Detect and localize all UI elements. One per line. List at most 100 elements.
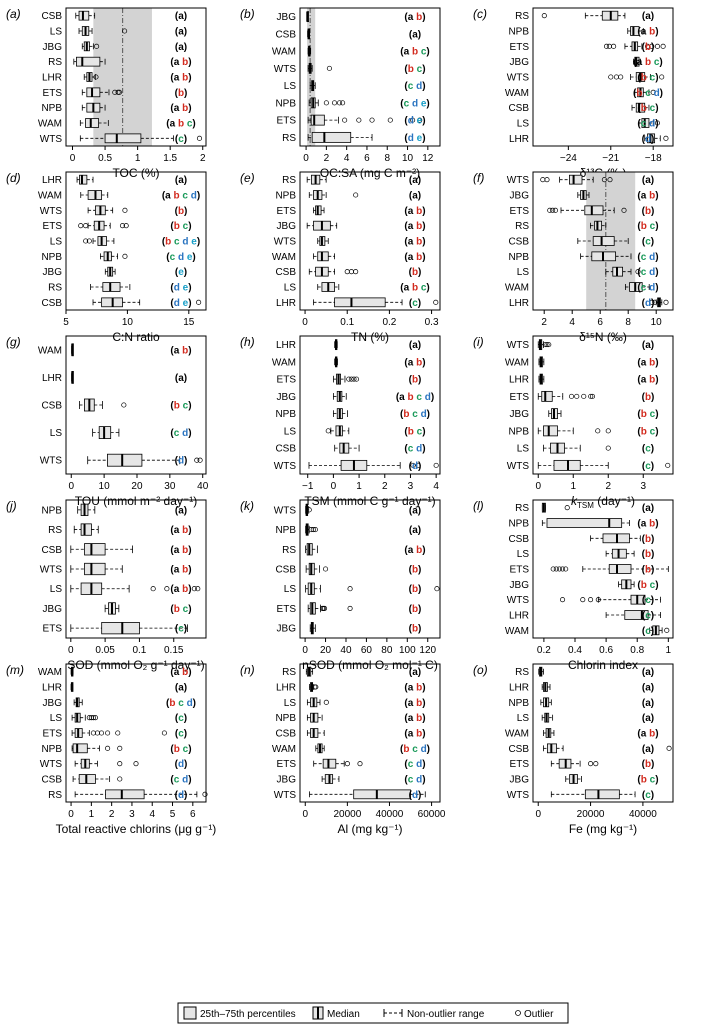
site-row-ls: LS (c d) bbox=[50, 426, 192, 439]
significance-letters: (d) bbox=[642, 134, 655, 145]
site-row-wts: WTS (d) bbox=[40, 758, 187, 770]
site-label: ETS bbox=[510, 759, 530, 770]
site-row-rs: RS (d) bbox=[48, 789, 208, 801]
site-label: LS bbox=[517, 444, 530, 455]
significance-letters: (a b) bbox=[404, 237, 425, 248]
site-row-npb: NPB (b c) bbox=[508, 425, 659, 437]
site-label: WAM bbox=[505, 357, 529, 368]
x-tick-label: 10 bbox=[99, 481, 111, 492]
outlier-point bbox=[353, 376, 360, 382]
x-axis-title: SOD (mmol O₂ g⁻¹ day⁻¹) bbox=[67, 658, 204, 672]
site-label: WAM bbox=[38, 345, 62, 356]
significance-letters: (d) bbox=[175, 790, 188, 801]
site-label: WTS bbox=[40, 206, 63, 217]
significance-letters: (e) bbox=[175, 267, 187, 278]
significance-letters: (b) bbox=[642, 392, 655, 403]
site-label: LS bbox=[517, 267, 530, 278]
significance-letters: (d e) bbox=[404, 133, 425, 144]
significance-letters: (b c) bbox=[170, 604, 191, 615]
significance-letters: (a b) bbox=[170, 57, 191, 68]
significance-letters: (a b) bbox=[637, 375, 658, 386]
site-label: NPB bbox=[508, 426, 529, 437]
outlier-point bbox=[344, 269, 350, 275]
outlier-point bbox=[613, 74, 619, 80]
significance-letters: (a b) bbox=[637, 191, 658, 202]
significance-letters: (b c) bbox=[637, 103, 658, 114]
outlier-point bbox=[603, 43, 610, 49]
significance-letters: (a) bbox=[409, 667, 421, 678]
site-row-ets: ETS (b) bbox=[510, 390, 655, 403]
outlier-point bbox=[323, 100, 329, 106]
x-tick-label: 20 bbox=[320, 645, 332, 656]
x-tick-label: 0 bbox=[303, 153, 309, 164]
site-row-ls: LS (a b) bbox=[284, 697, 426, 709]
legend-outlier-label: Outlier bbox=[524, 1009, 554, 1020]
site-label: ETS bbox=[277, 375, 297, 386]
legend-box-label: 25th–75th percentiles bbox=[200, 1009, 296, 1020]
iqr-box bbox=[543, 425, 558, 437]
site-row-ets: ETS (c) bbox=[43, 622, 188, 635]
outlier-point bbox=[98, 730, 105, 736]
outlier-point bbox=[348, 269, 354, 275]
site-label: JBG bbox=[43, 698, 63, 709]
legend: 25th–75th percentiles Median Non-outlier… bbox=[177, 1002, 569, 1024]
panel-letter: (d) bbox=[6, 171, 21, 185]
outlier-point bbox=[654, 43, 660, 49]
outlier-point bbox=[342, 117, 348, 123]
site-row-ets: ETS (b) bbox=[510, 41, 666, 53]
significance-letters: (c d) bbox=[637, 252, 658, 263]
outlier-point bbox=[564, 505, 570, 511]
site-label: JBG bbox=[510, 775, 530, 786]
significance-letters: (b c d e) bbox=[162, 237, 200, 248]
outlier-point bbox=[556, 566, 562, 572]
site-row-rs: RS (a) bbox=[282, 174, 421, 186]
iqr-box bbox=[79, 174, 88, 185]
outlier-point bbox=[312, 527, 318, 533]
significance-letters: (c) bbox=[642, 444, 654, 455]
panel-e: RS (a) NPB (a) ETS (a b) JBG (a b) WTS (a b) WAM (a… bbox=[240, 171, 441, 344]
significance-letters: (b c) bbox=[637, 409, 658, 420]
site-label: WTS bbox=[507, 340, 530, 351]
iqr-box bbox=[85, 118, 99, 128]
outlier-point bbox=[196, 135, 203, 141]
panel-letter: (c) bbox=[473, 7, 487, 21]
iqr-box bbox=[105, 789, 145, 800]
x-tick-label: 0.8 bbox=[630, 645, 644, 656]
site-row-wts: WTS (b c) bbox=[274, 62, 426, 75]
outlier-point bbox=[649, 299, 655, 305]
panel-k: WTS (a) NPB (a) RS (a b) CSB (b) LS (b) ETS (b) JBG (… bbox=[240, 499, 441, 672]
outlier-point bbox=[83, 238, 89, 244]
outlier-point bbox=[593, 761, 599, 767]
panel-m: WAM (a b) LHR (a) JBG (b c d) LS (c) ETS (c) NPB (b… bbox=[6, 663, 216, 836]
panel-letter: (h) bbox=[240, 335, 255, 349]
outlier-point bbox=[197, 457, 203, 463]
iqr-box bbox=[317, 251, 329, 262]
site-row-lhr: LHR (d) bbox=[509, 133, 669, 145]
significance-letters: (a) bbox=[642, 175, 654, 186]
site-row-npb: NPB (a) bbox=[508, 697, 654, 709]
x-axis-title: C:N ratio bbox=[112, 330, 160, 344]
x-tick-label: 40 bbox=[340, 645, 352, 656]
outlier-point bbox=[588, 597, 594, 603]
panel-letter: (o) bbox=[473, 663, 488, 677]
site-label: RS bbox=[48, 283, 62, 294]
site-label: NPB bbox=[508, 698, 529, 709]
significance-letters: (d) bbox=[409, 461, 422, 472]
outlier-point bbox=[105, 745, 111, 751]
site-row-wts: WTS (c) bbox=[40, 133, 203, 145]
outlier-point bbox=[608, 74, 614, 80]
site-label: LHR bbox=[42, 175, 62, 186]
plot-frame bbox=[299, 171, 441, 311]
iqr-box bbox=[78, 774, 96, 784]
panel-letter: (a) bbox=[6, 7, 21, 21]
x-tick-label: 0.15 bbox=[164, 645, 184, 656]
site-row-ets: ETS (c) bbox=[43, 728, 187, 740]
site-row-wts: WTS (a) bbox=[274, 503, 421, 516]
x-tick-label: 3 bbox=[640, 481, 646, 492]
site-row-csb: CSB (b c) bbox=[508, 102, 659, 114]
site-row-jbg: JBG (b) bbox=[277, 622, 421, 635]
site-row-rs: RS (a b) bbox=[282, 543, 426, 556]
outlier-point bbox=[654, 120, 660, 126]
iqr-box bbox=[311, 131, 352, 143]
outlier-point bbox=[322, 566, 329, 572]
